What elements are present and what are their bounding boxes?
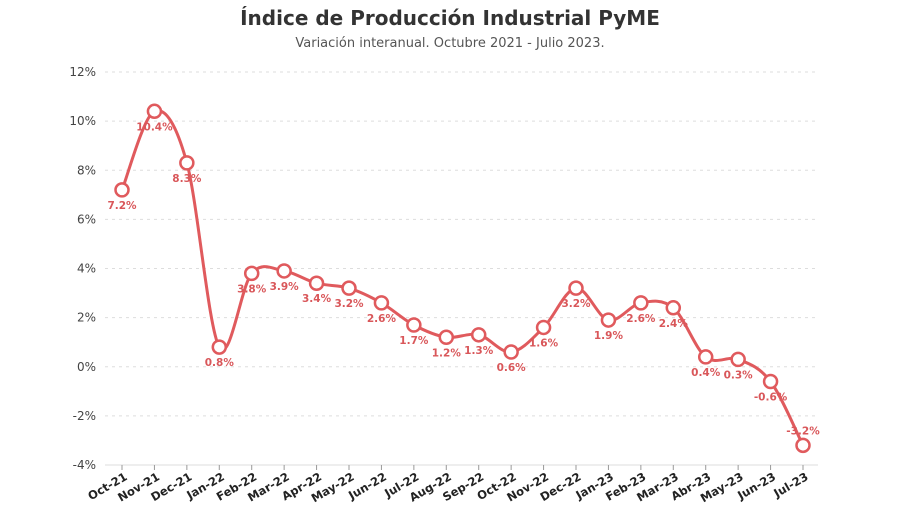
y-tick-label: -4% xyxy=(73,458,96,472)
data-label: 1.9% xyxy=(594,330,624,342)
data-label: 8.3% xyxy=(172,173,202,185)
data-point xyxy=(308,275,325,291)
data-point xyxy=(341,280,357,296)
data-point xyxy=(633,295,649,311)
chart-title: Índice de Producción Industrial PyME xyxy=(240,6,660,30)
data-label: 7.2% xyxy=(107,200,137,212)
data-point xyxy=(438,329,455,346)
data-label: 3.9% xyxy=(270,281,300,293)
data-label: -3.2% xyxy=(786,425,820,437)
data-label: 2.6% xyxy=(626,313,656,325)
series-line xyxy=(120,109,805,447)
data-point xyxy=(146,103,163,120)
data-point xyxy=(535,319,552,336)
data-label: 2.4% xyxy=(659,318,689,330)
data-label: 0.6% xyxy=(497,362,527,374)
y-tick-label: 12% xyxy=(69,65,96,79)
data-label: 1.2% xyxy=(432,347,462,359)
y-tick-label: 6% xyxy=(77,212,96,226)
data-point xyxy=(665,300,682,316)
y-tick-label: 8% xyxy=(77,163,96,177)
data-point xyxy=(730,351,746,368)
data-point xyxy=(503,344,519,360)
data-label: -0.6% xyxy=(754,391,788,403)
data-point xyxy=(276,263,292,279)
data-label: 0.8% xyxy=(205,357,235,369)
data-point xyxy=(795,437,811,454)
chart-subtitle: Variación interanual. Octubre 2021 - Jul… xyxy=(295,36,605,51)
data-label: 2.6% xyxy=(367,313,397,325)
data-label: 3.4% xyxy=(302,293,332,305)
y-tick-label: 4% xyxy=(77,262,96,276)
data-label: 3.2% xyxy=(561,298,591,310)
data-point xyxy=(762,373,779,390)
data-point xyxy=(211,339,228,355)
x-tick-label: Jul-23 xyxy=(770,469,810,500)
data-point xyxy=(697,349,714,365)
data-label: 0.3% xyxy=(724,369,754,381)
y-tick-label: 10% xyxy=(69,114,96,128)
data-label: 1.6% xyxy=(529,337,559,349)
data-point xyxy=(406,317,422,333)
data-label: 3.8% xyxy=(237,283,267,295)
data-label: 10.4% xyxy=(136,121,173,133)
data-point xyxy=(600,312,617,328)
data-point xyxy=(243,265,260,282)
data-point xyxy=(179,155,195,171)
data-label: 1.7% xyxy=(399,335,429,347)
data-point xyxy=(568,280,584,296)
data-label: 3.2% xyxy=(334,298,364,310)
y-tick-label: 0% xyxy=(77,360,96,374)
y-tick-label: -2% xyxy=(73,409,96,423)
data-point xyxy=(373,295,390,311)
data-point xyxy=(114,182,130,198)
data-label: 0.4% xyxy=(691,367,721,379)
data-label: 1.3% xyxy=(464,345,494,357)
y-tick-label: 2% xyxy=(77,311,96,325)
data-point xyxy=(470,327,487,343)
